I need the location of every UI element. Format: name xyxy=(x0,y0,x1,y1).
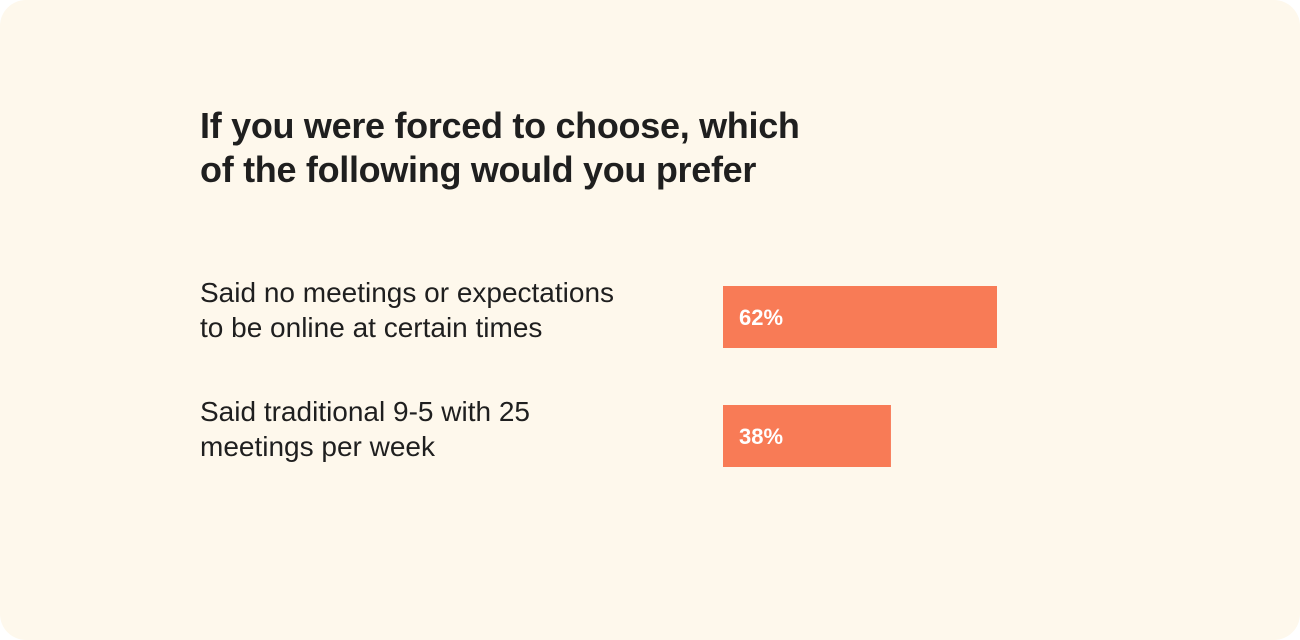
bar-value-label-1: 62% xyxy=(739,305,783,330)
chart-title-line-1: If you were forced to choose, which xyxy=(200,105,800,146)
category-label-1-line-2: to be online at certain times xyxy=(200,312,543,343)
bar-2 xyxy=(723,405,891,467)
bar-1 xyxy=(723,286,997,348)
chart-title-line-2: of the following would you prefer xyxy=(200,149,757,190)
category-label-2: Said traditional 9-5 with 25 meetings pe… xyxy=(200,394,700,464)
category-label-2-line-1: Said traditional 9-5 with 25 xyxy=(200,396,530,427)
bar-value-label-2: 38% xyxy=(739,424,783,449)
category-label-1-line-1: Said no meetings or expectations xyxy=(200,277,615,308)
category-label-1: Said no meetings or expectations to be o… xyxy=(200,275,700,345)
chart-title: If you were forced to choose, which of t… xyxy=(200,104,900,192)
category-label-2-line-2: meetings per week xyxy=(200,431,436,462)
